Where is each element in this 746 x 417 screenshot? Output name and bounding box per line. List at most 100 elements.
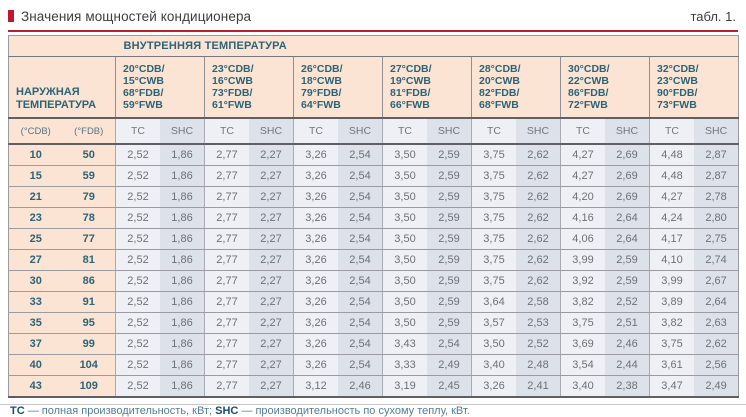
outdoor-fdb-value: 109	[62, 375, 116, 398]
shc-value: 2,56	[694, 354, 739, 376]
tc-value: 3,50	[471, 333, 516, 355]
legend-shc-text: — производительность по сухому теплу, кВ…	[238, 405, 470, 417]
shc-value: 2,54	[338, 249, 383, 271]
shc-value: 2,69	[605, 165, 650, 187]
shc-value: 2,54	[338, 228, 383, 250]
tc-value: 3,82	[560, 291, 605, 313]
tc-value: 2,52	[115, 333, 160, 355]
outdoor-cdb-value: 40	[8, 354, 63, 376]
shc-value: 2,78	[694, 186, 739, 208]
tc-value: 4,27	[649, 186, 694, 208]
tc-value: 4,48	[649, 144, 694, 166]
tc-value: 3,26	[293, 249, 338, 271]
tc-value: 3,99	[649, 270, 694, 292]
shc-value: 2,69	[605, 186, 650, 208]
table-row: 25 77 2,52 1,86 2,77 2,27 3,26 2,54 3,50 2,59 3,75…	[8, 228, 739, 250]
tc-value: 3,61	[649, 354, 694, 376]
shc-value: 2,58	[516, 291, 561, 313]
outdoor-fdb-value: 59	[62, 165, 116, 187]
legend-tc-text: — полная производительность, кВт;	[24, 405, 216, 417]
tc-value: 3,92	[560, 270, 605, 292]
shc-header-2: SHC	[249, 118, 294, 145]
shc-value: 2,49	[427, 354, 472, 376]
fdb-unit-label: (°FDB)	[62, 118, 116, 145]
tc-value: 3,75	[471, 270, 516, 292]
shc-value: 2,27	[249, 207, 294, 229]
tc-value: 2,77	[204, 228, 249, 250]
shc-value: 1,86	[160, 186, 205, 208]
tc-value: 3,26	[471, 375, 516, 398]
shc-value: 2,59	[605, 270, 650, 292]
shc-value: 2,62	[516, 228, 561, 250]
shc-value: 2,62	[516, 207, 561, 229]
tc-value: 2,52	[115, 249, 160, 271]
shc-value: 2,59	[605, 249, 650, 271]
shc-value: 2,44	[605, 354, 650, 376]
table-row: 43 109 2,52 1,86 2,77 2,27 3,12 2,46 3,19 2,45 3,2…	[8, 375, 739, 398]
tc-value: 3,26	[293, 333, 338, 355]
tc-value: 3,19	[382, 375, 427, 398]
outdoor-fdb-value: 77	[62, 228, 116, 250]
title-row: Значения мощностей кондиционера табл. 1.	[8, 0, 738, 28]
page-title: Значения мощностей кондиционера	[21, 8, 252, 24]
tc-value: 3,50	[382, 291, 427, 313]
shc-value: 2,27	[249, 144, 294, 166]
tc-value: 3,26	[293, 312, 338, 334]
tc-header-3: TC	[293, 118, 338, 145]
outdoor-fdb-value: 104	[62, 354, 116, 376]
outdoor-fdb-value: 50	[62, 144, 116, 166]
shc-value: 2,54	[338, 165, 383, 187]
outdoor-cdb-value: 10	[8, 144, 63, 166]
shc-header-6: SHC	[605, 118, 650, 145]
outdoor-fdb-value: 78	[62, 207, 116, 229]
shc-value: 1,86	[160, 291, 205, 313]
tc-header-6: TC	[560, 118, 605, 145]
shc-value: 2,54	[338, 354, 383, 376]
shc-value: 2,45	[427, 375, 472, 398]
tc-value: 3,75	[471, 228, 516, 250]
outdoor-fdb-value: 91	[62, 291, 116, 313]
shc-value: 2,54	[427, 333, 472, 355]
outdoor-fdb-value: 81	[62, 249, 116, 271]
shc-header-1: SHC	[160, 118, 205, 145]
shc-value: 2,59	[427, 228, 472, 250]
indoor-temp-header-3: 26°CDB/ 18°CWB 79°FDB/ 64°FWB	[293, 56, 383, 119]
tc-value: 4,17	[649, 228, 694, 250]
outdoor-fdb-value: 86	[62, 270, 116, 292]
shc-value: 2,59	[427, 207, 472, 229]
shc-value: 2,27	[249, 249, 294, 271]
tc-value: 3,54	[560, 354, 605, 376]
tc-value: 3,47	[649, 375, 694, 398]
shc-header-7: SHC	[694, 118, 739, 145]
shc-value: 2,63	[694, 312, 739, 334]
shc-value: 1,86	[160, 207, 205, 229]
shc-value: 2,64	[694, 291, 739, 313]
shc-value: 1,86	[160, 249, 205, 271]
tc-header-7: TC	[649, 118, 694, 145]
outdoor-cdb-value: 25	[8, 228, 63, 250]
shc-value: 2,74	[694, 249, 739, 271]
capacity-table: ВНУТРЕННЯЯ ТЕМПЕРАТУРА НАРУЖНАЯ ТЕМПЕРАТУ…	[8, 35, 740, 398]
table-reference-label: табл. 1.	[690, 8, 736, 24]
shc-value: 2,52	[605, 291, 650, 313]
shc-value: 2,64	[605, 207, 650, 229]
tc-value: 2,77	[204, 186, 249, 208]
tc-value: 4,48	[649, 165, 694, 187]
tc-value: 2,77	[204, 333, 249, 355]
outdoor-cdb-value: 21	[8, 186, 63, 208]
legend-shc-abbr: SHC	[215, 405, 239, 417]
tc-value: 3,50	[382, 186, 427, 208]
outdoor-fdb-value: 79	[62, 186, 116, 208]
shc-value: 2,62	[516, 249, 561, 271]
tc-value: 2,77	[204, 354, 249, 376]
table-row: 37 99 2,52 1,86 2,77 2,27 3,26 2,54 3,43 2,54 3,50…	[8, 333, 739, 355]
legend-tc-abbr: ТС	[10, 405, 25, 417]
tc-value: 3,50	[382, 312, 427, 334]
shc-header-5: SHC	[516, 118, 561, 145]
shc-value: 2,27	[249, 354, 294, 376]
tc-value: 3,75	[471, 144, 516, 166]
cdb-unit-label: (°CDB)	[8, 118, 63, 145]
shc-value: 1,86	[160, 228, 205, 250]
tc-value: 2,52	[115, 228, 160, 250]
red-divider-rule	[8, 30, 738, 32]
